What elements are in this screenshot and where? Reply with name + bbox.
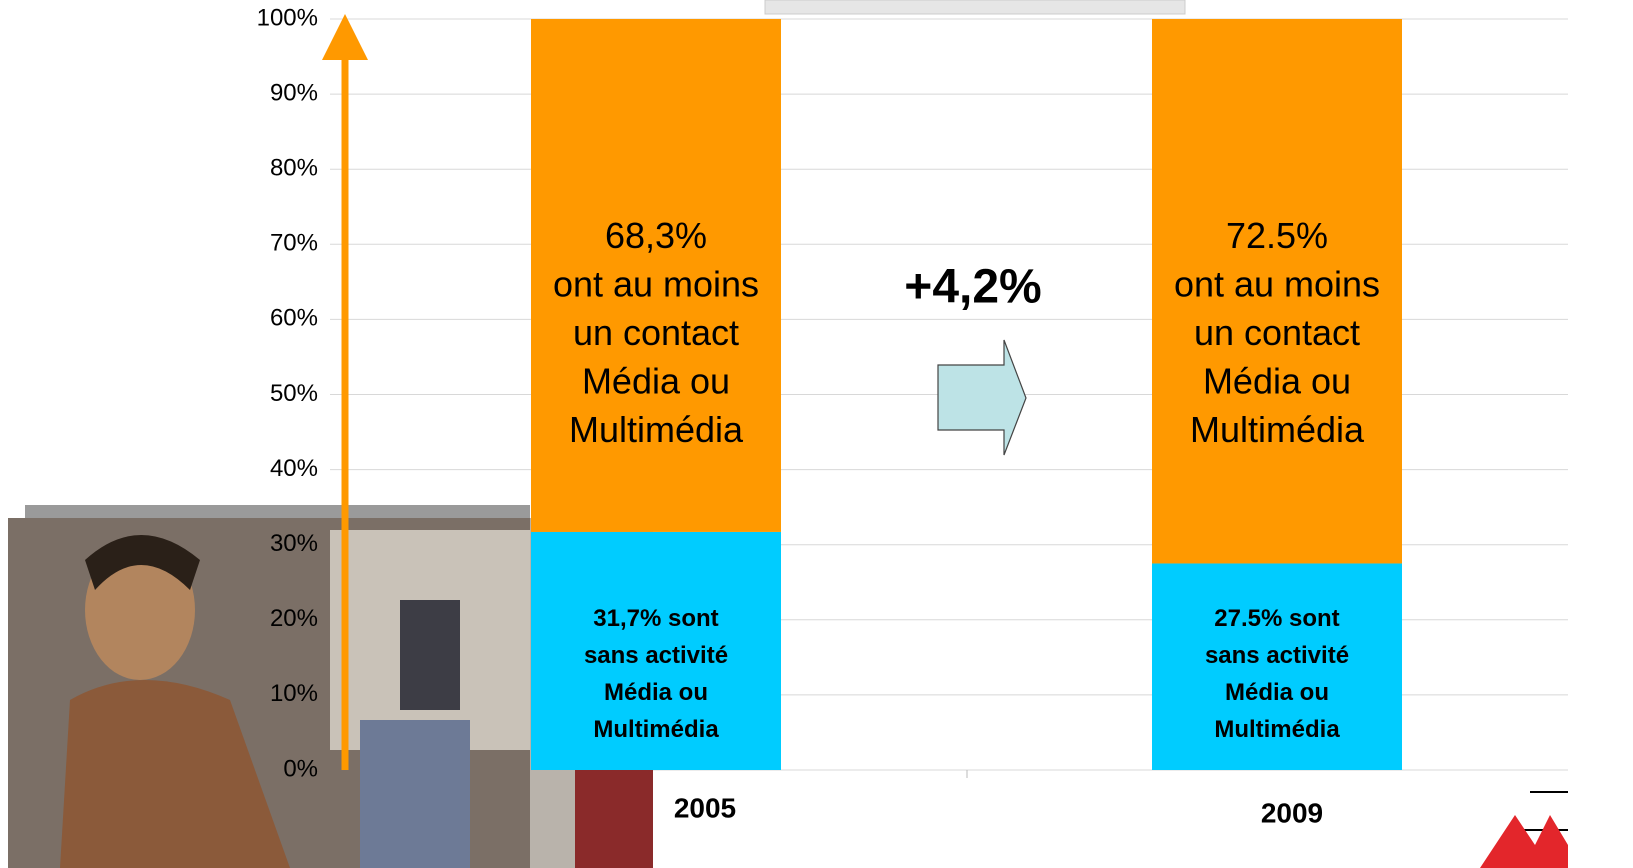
chart: 31,7% sontsans activitéMédia ouMultimédi… (0, 0, 1633, 868)
photo-door (400, 600, 460, 710)
y-tick-label: 100% (257, 4, 318, 31)
photo-frame (25, 505, 530, 519)
y-tick-label: 0% (283, 755, 318, 782)
x-tick-label: 2009 (1261, 797, 1323, 828)
y-tick-label: 40% (270, 455, 318, 482)
photo-seat (575, 770, 653, 868)
y-tick-label: 30% (270, 530, 318, 557)
y-tick-label: 60% (270, 305, 318, 332)
x-tick-label: 2005 (674, 792, 736, 823)
y-tick-label: 50% (270, 380, 318, 407)
axis-arrowhead (322, 14, 368, 60)
photo-passenger (360, 720, 470, 868)
y-tick-label: 20% (270, 605, 318, 632)
y-tick-label: 80% (270, 155, 318, 182)
y-tick-label: 70% (270, 230, 318, 257)
logo (1480, 792, 1568, 868)
page: {"chart_data": {"type": "stacked-bar", "… (0, 0, 1633, 868)
title-box (765, 0, 1185, 14)
y-tick-label: 90% (270, 79, 318, 106)
annotation: +4,2% (904, 261, 1041, 314)
trend-arrow (938, 340, 1026, 455)
y-tick-label: 10% (270, 680, 318, 707)
logo-mark (1480, 815, 1568, 868)
